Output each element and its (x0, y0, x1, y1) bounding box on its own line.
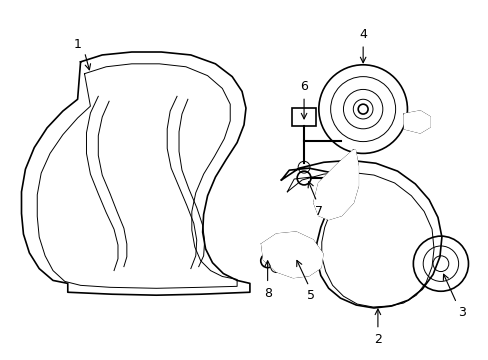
Text: 7: 7 (314, 205, 322, 218)
Polygon shape (404, 111, 429, 133)
Text: 3: 3 (457, 306, 465, 319)
Text: 4: 4 (359, 28, 366, 41)
Polygon shape (261, 232, 322, 278)
Polygon shape (313, 150, 358, 219)
Bar (292, 108, 315, 126)
Text: 1: 1 (74, 38, 81, 51)
Text: 6: 6 (300, 80, 307, 93)
Text: 2: 2 (373, 333, 381, 346)
Text: 8: 8 (263, 287, 271, 300)
Text: 5: 5 (306, 289, 314, 302)
